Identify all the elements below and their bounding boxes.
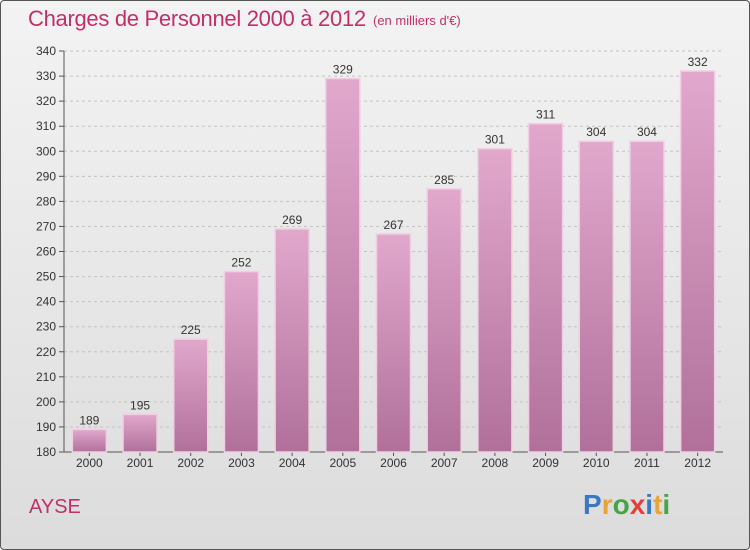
logo-letter: P — [583, 489, 602, 520]
bar-value-label: 269 — [282, 213, 302, 227]
chart-subtitle: (en milliers d'€) — [373, 13, 461, 28]
bar — [325, 77, 361, 453]
x-tick-label: 2003 — [228, 456, 255, 470]
x-tick-label: 2007 — [431, 456, 458, 470]
y-tick-label: 220 — [36, 345, 56, 359]
chart-title: Charges de Personnel 2000 à 2012 — [28, 6, 366, 31]
bar — [527, 122, 564, 453]
bar-value-label: 267 — [383, 218, 403, 232]
x-tick-label: 2006 — [380, 456, 407, 470]
proxiti-logo: Proxiti — [583, 489, 670, 521]
y-tick-label: 250 — [36, 270, 56, 284]
bar — [223, 270, 260, 453]
bar-value-label: 332 — [688, 55, 708, 69]
x-tick-label: 2010 — [583, 456, 610, 470]
bar-value-label: 195 — [130, 398, 150, 412]
x-tick-label: 2001 — [127, 456, 154, 470]
y-tick-label: 330 — [36, 69, 56, 83]
y-tick-label: 240 — [36, 295, 56, 309]
logo-letter: i — [662, 489, 671, 520]
y-tick-label: 310 — [36, 119, 56, 133]
y-tick-label: 210 — [36, 370, 56, 384]
logo-letter: o — [612, 489, 630, 520]
y-tick-label: 190 — [36, 420, 56, 434]
x-tick-label: 2011 — [634, 456, 660, 470]
x-tick-label: 2005 — [329, 456, 356, 470]
bar — [629, 140, 665, 453]
y-tick-label: 300 — [36, 144, 56, 158]
bar-value-label: 189 — [79, 413, 99, 427]
bar-value-label: 285 — [434, 173, 454, 187]
y-tick-label: 180 — [36, 445, 56, 459]
bar-value-label: 304 — [586, 125, 606, 139]
x-tick-label: 2009 — [532, 456, 559, 470]
labels: 180 190 200 210 220 230 240 250 260 270 280 290 300 3… — [36, 44, 711, 470]
bar-value-label: 311 — [536, 108, 555, 122]
y-tick-label: 340 — [36, 44, 56, 58]
bar — [426, 188, 462, 453]
bar-value-label: 301 — [485, 133, 505, 147]
logo-letter: i — [645, 489, 654, 520]
logo-letter: t — [653, 489, 663, 520]
logo-letter: r — [601, 489, 613, 520]
x-tick-label: 2000 — [76, 456, 103, 470]
bar-value-label: 329 — [333, 63, 353, 77]
y-tick-label: 290 — [36, 169, 56, 183]
bar-value-label: 252 — [231, 256, 251, 270]
bar — [122, 413, 158, 453]
y-tick-label: 320 — [36, 94, 56, 108]
x-tick-label: 2002 — [177, 456, 204, 470]
y-tick-label: 280 — [36, 194, 56, 208]
bar-value-label: 225 — [181, 323, 201, 337]
bar — [477, 147, 513, 453]
bar — [172, 338, 209, 453]
y-tick-label: 260 — [36, 245, 56, 259]
bar — [375, 233, 412, 453]
bar-value-label: 304 — [637, 125, 657, 139]
y-tick-label: 200 — [36, 395, 56, 409]
bar — [274, 228, 310, 453]
x-tick-label: 2004 — [279, 456, 306, 470]
bars — [71, 70, 716, 453]
city-name: AYSE — [29, 496, 81, 518]
logo-letter: x — [629, 489, 646, 520]
x-tick-label: 2012 — [684, 456, 711, 470]
bar — [71, 428, 108, 453]
bar — [578, 140, 615, 453]
y-tick-label: 230 — [36, 320, 56, 334]
bar — [679, 70, 716, 453]
y-tick-label: 270 — [36, 219, 56, 233]
x-tick-label: 2008 — [482, 456, 509, 470]
